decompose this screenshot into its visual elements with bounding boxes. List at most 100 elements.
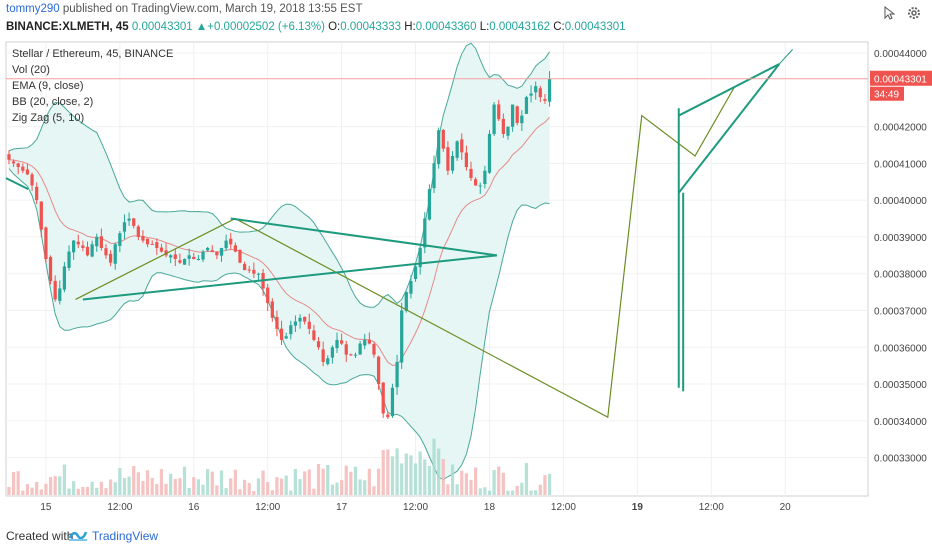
candle-body — [534, 86, 538, 93]
candle-body — [478, 185, 482, 187]
symbol-name[interactable]: BINANCE:XLMETH, 45 — [6, 21, 129, 33]
candle-body — [437, 130, 441, 165]
y-tick-label: 0.00040000 — [874, 196, 927, 207]
candle-body — [44, 227, 48, 259]
volume-bar — [90, 481, 94, 495]
candle-body — [344, 344, 348, 355]
candle-body — [95, 236, 99, 247]
x-tick-label: 12:00 — [107, 502, 132, 513]
volume-bar — [201, 484, 205, 495]
candle-body — [381, 382, 385, 414]
tradingview-logo-icon[interactable] — [68, 526, 88, 544]
price-chart[interactable]: 0.00044000 0.00042000 0.00041000 0.00040000… — [0, 40, 932, 518]
candle-body — [164, 250, 168, 256]
candle-body — [90, 244, 94, 257]
gear-icon[interactable] — [906, 5, 922, 21]
wedge-trendline — [678, 63, 780, 117]
volume-bar — [206, 469, 210, 495]
close-value: 0.00043301 — [564, 21, 626, 33]
volume-bar — [437, 448, 441, 495]
candle-body — [316, 341, 321, 348]
legend-entry: Stellar / Ethereum, 45, BINANCE — [12, 48, 173, 60]
volume-bar — [367, 468, 371, 495]
author-link[interactable]: tommy290 — [6, 3, 60, 15]
close-label: C: — [553, 21, 565, 33]
volume-bar — [16, 471, 20, 495]
volume-bar — [113, 482, 117, 495]
bollinger-lower-line — [8, 168, 550, 481]
bollinger-upper-line — [8, 42, 550, 308]
volume-bar — [413, 463, 418, 495]
volume-bar — [340, 480, 344, 495]
volume-bar — [182, 466, 187, 495]
volume-bar — [524, 463, 529, 495]
wedge-trendline — [677, 63, 781, 194]
candle-body — [501, 118, 505, 134]
volume-bar — [58, 476, 62, 495]
candle-body — [353, 354, 358, 356]
candle-body — [423, 218, 427, 248]
volume-bar — [376, 468, 381, 495]
publish-text: published on TradingView.com, March 19, … — [62, 3, 363, 15]
candle-body — [173, 254, 177, 259]
price-tag-label: 0.00043301 — [874, 75, 927, 86]
x-tick-label: 18 — [484, 502, 496, 513]
volume-bar — [497, 466, 501, 495]
candle-body — [196, 259, 201, 260]
candle-body — [122, 222, 127, 232]
low-label: L: — [479, 21, 490, 33]
candle-body — [460, 139, 464, 153]
candle-body — [538, 88, 542, 98]
footer: Created with TradingView — [0, 518, 932, 550]
candle-body — [7, 154, 11, 160]
volume-bar — [418, 451, 422, 495]
wedge-extension — [778, 49, 793, 65]
volume-bar — [534, 490, 538, 495]
volume-bar — [132, 466, 136, 495]
volume-bar — [284, 475, 288, 495]
volume-bar — [233, 469, 237, 495]
volume-bar — [238, 489, 242, 495]
candle-body — [427, 189, 432, 220]
volume-bar — [164, 483, 168, 495]
volume-bar — [543, 475, 547, 495]
candle-body — [506, 126, 510, 136]
created-with-text: Created with — [6, 529, 74, 543]
x-tick-label: 12:00 — [255, 502, 280, 513]
candle-body — [266, 287, 270, 304]
volume-bar — [85, 486, 90, 495]
candle-body — [469, 168, 473, 179]
volume-bar — [159, 469, 164, 495]
volume-bar — [242, 479, 247, 495]
publish-info: tommy290 published on TradingView.com, M… — [6, 3, 363, 15]
candle-body — [215, 252, 219, 256]
x-axis: 15 12:00 16 12:00 17 12:00 18 12:00 19 12:00 20 — [40, 502, 791, 513]
volume-bar — [118, 468, 122, 495]
volume-bar — [298, 478, 302, 495]
candle-body — [178, 260, 182, 263]
volume-bar — [460, 470, 464, 495]
volume-bar — [450, 464, 455, 495]
x-tick-label: 16 — [188, 502, 200, 513]
volume-bar — [487, 490, 492, 495]
volume-bar — [25, 484, 30, 495]
volume-bar — [7, 486, 11, 495]
candle-body — [547, 78, 552, 102]
volume-bar — [266, 482, 270, 495]
volume-bar — [538, 484, 542, 495]
tradingview-brand[interactable]: TradingView — [92, 529, 159, 543]
legend-entry: EMA (9, close) — [12, 80, 84, 92]
candle-body — [30, 174, 34, 186]
volume-bar — [141, 480, 145, 495]
candle-body — [201, 251, 205, 260]
volume-bar — [187, 488, 191, 495]
candle-body — [340, 340, 344, 344]
cursor-icon[interactable] — [882, 6, 896, 20]
volume-bar — [39, 489, 43, 495]
y-tick-label: 0.00033000 — [874, 454, 927, 465]
volume-bar — [441, 459, 445, 495]
volume-bar — [427, 465, 432, 495]
volume-bar — [381, 449, 385, 495]
volume-bar — [196, 479, 201, 495]
candle-body — [293, 321, 298, 326]
